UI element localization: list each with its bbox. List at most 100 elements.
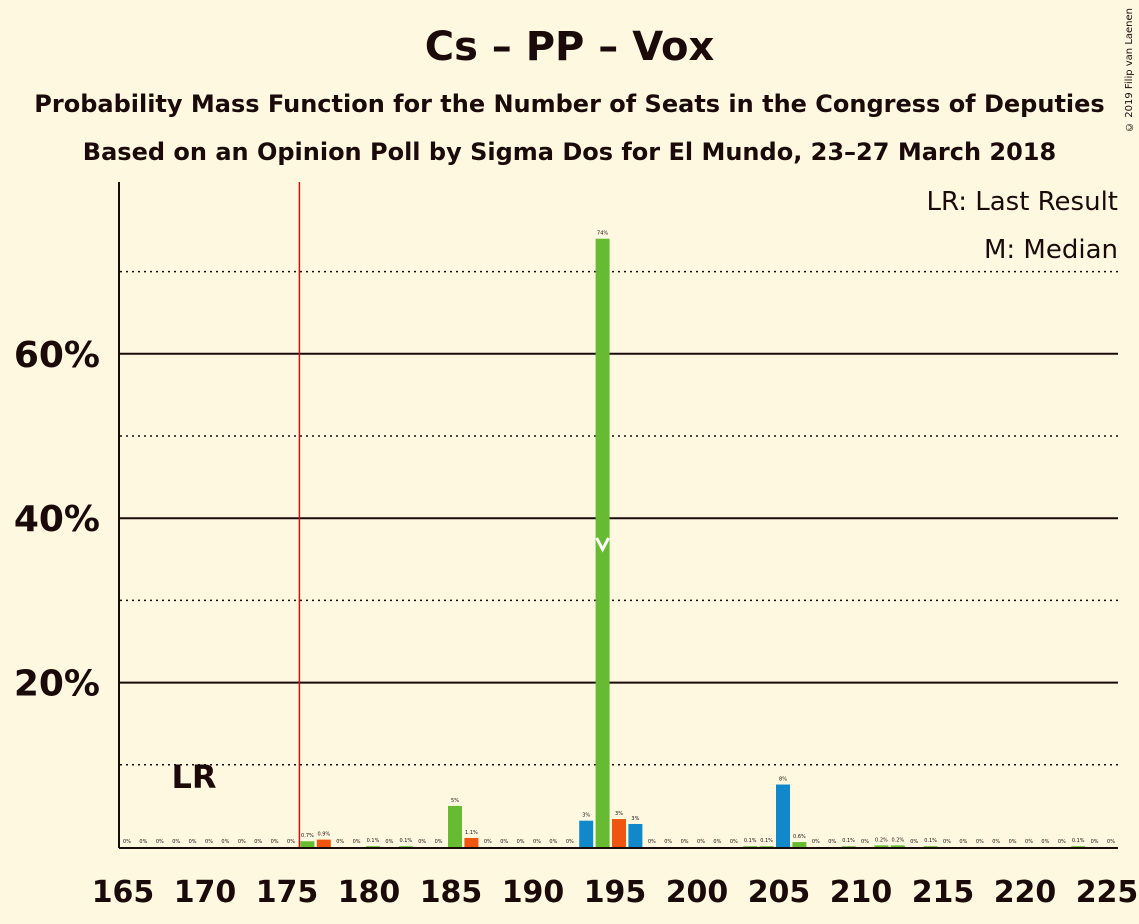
bar-value-label: 0.2% <box>891 837 904 843</box>
bar <box>398 846 413 847</box>
bar-value-label: 5% <box>451 798 459 804</box>
bar <box>595 238 610 848</box>
bar-value-label: 0% <box>221 839 229 845</box>
bar-value-label: 0% <box>992 839 1000 845</box>
x-tick-label: 195 <box>584 875 647 910</box>
bar-value-label: 0% <box>681 839 689 845</box>
bar-value-label: 0% <box>713 839 721 845</box>
bar-value-label: 0% <box>910 839 918 845</box>
bar-value-label: 0% <box>697 839 705 845</box>
x-tick-label: 225 <box>1076 875 1139 910</box>
x-tick-label: 210 <box>830 875 893 910</box>
bar <box>448 805 462 847</box>
legend-last-result: LR: Last Result <box>926 187 1118 217</box>
bar-value-label: 1.1% <box>465 830 478 836</box>
x-tick-label: 185 <box>420 875 483 910</box>
bar-value-label: 0% <box>861 839 869 845</box>
bar-value-label: 0% <box>976 839 984 845</box>
bar-value-label: 0% <box>812 839 820 845</box>
bar-value-label: 0% <box>189 839 197 845</box>
last-result-marker: LR <box>171 758 216 796</box>
bar <box>890 845 905 847</box>
bar-value-label: 0.1% <box>367 838 380 844</box>
bar-value-label: 0% <box>533 839 541 845</box>
bar-value-label: 0% <box>238 839 246 845</box>
median-marker <box>595 537 610 553</box>
bar-value-label: 0% <box>566 839 574 845</box>
chart-title: Cs – PP – Vox <box>424 24 715 70</box>
bar-value-label: 0% <box>353 839 361 845</box>
bar-value-label: 0% <box>205 839 213 845</box>
bar <box>874 845 889 847</box>
x-tick-label: 165 <box>92 875 155 910</box>
bar <box>612 819 626 847</box>
x-tick-label: 175 <box>256 875 319 910</box>
bar-value-label: 0% <box>336 839 344 845</box>
bar <box>792 842 807 847</box>
bar <box>923 846 938 847</box>
bar-value-label: 0% <box>943 839 951 845</box>
y-tick-label: 60% <box>14 335 100 376</box>
bar-value-label: 0% <box>549 839 557 845</box>
bar <box>841 846 856 847</box>
bar <box>579 820 594 847</box>
bar-value-label: 0% <box>418 839 426 845</box>
bar-value-label: 3% <box>631 816 639 822</box>
bar-value-label: 0% <box>287 839 295 845</box>
bar-value-label: 0.7% <box>301 833 314 839</box>
bar <box>300 841 315 847</box>
bar-value-label: 0.1% <box>1072 838 1085 844</box>
bar-value-label: 0% <box>123 839 131 845</box>
bar <box>464 837 479 847</box>
bar <box>1071 846 1086 847</box>
bar-value-label: 0% <box>1009 839 1017 845</box>
bar-value-label: 0% <box>828 839 836 845</box>
bar-value-label: 0% <box>1107 839 1115 845</box>
bar <box>776 784 790 847</box>
x-tick-label: 170 <box>174 875 237 910</box>
bar <box>316 839 331 847</box>
bar-value-label: 0% <box>664 839 672 845</box>
bar <box>628 823 643 847</box>
bar-value-label: 74% <box>597 231 608 237</box>
x-tick-label: 190 <box>502 875 565 910</box>
chart-subtitle: Probability Mass Function for the Number… <box>34 90 1105 118</box>
x-tick-label: 205 <box>748 875 811 910</box>
bar-value-label: 0% <box>959 839 967 845</box>
bar-value-label: 0% <box>172 839 180 845</box>
bar-value-label: 0% <box>271 839 279 845</box>
bar-value-label: 0% <box>730 839 738 845</box>
y-tick-label: 20% <box>14 664 100 705</box>
bar-value-label: 3% <box>615 811 623 817</box>
bar-value-label: 0% <box>1025 839 1033 845</box>
bar-value-label: 8% <box>779 777 787 783</box>
bar-value-label: 0% <box>1091 839 1099 845</box>
bar-value-label: 0% <box>517 839 525 845</box>
bar-value-label: 0% <box>156 839 164 845</box>
bar-value-label: 3% <box>582 813 590 819</box>
x-tick-label: 220 <box>994 875 1057 910</box>
bar-value-label: 0.1% <box>924 838 937 844</box>
bar-value-label: 0% <box>500 839 508 845</box>
bar-value-label: 0.2% <box>875 837 888 843</box>
bar <box>759 846 774 847</box>
bar-value-label: 0.1% <box>744 838 757 844</box>
bar-value-label: 0% <box>385 839 393 845</box>
bar-value-label: 0.1% <box>842 838 855 844</box>
bar-value-label: 0% <box>1041 839 1049 845</box>
bar-value-label: 0.1% <box>399 838 412 844</box>
bar-value-label: 0% <box>1058 839 1066 845</box>
chart-subtitle-source: Based on an Opinion Poll by Sigma Dos fo… <box>82 138 1057 166</box>
y-tick-label: 40% <box>14 499 100 540</box>
bar-value-label: 0% <box>648 839 656 845</box>
legend-median: M: Median <box>984 235 1118 265</box>
bar-value-label: 0% <box>139 839 147 845</box>
bar <box>366 846 380 847</box>
x-tick-label: 215 <box>912 875 975 910</box>
bar-value-label: 0.6% <box>793 834 806 840</box>
x-tick-label: 180 <box>338 875 401 910</box>
bar-value-label: 0.9% <box>317 832 330 838</box>
bar <box>743 846 758 847</box>
bar-value-label: 0% <box>484 839 492 845</box>
